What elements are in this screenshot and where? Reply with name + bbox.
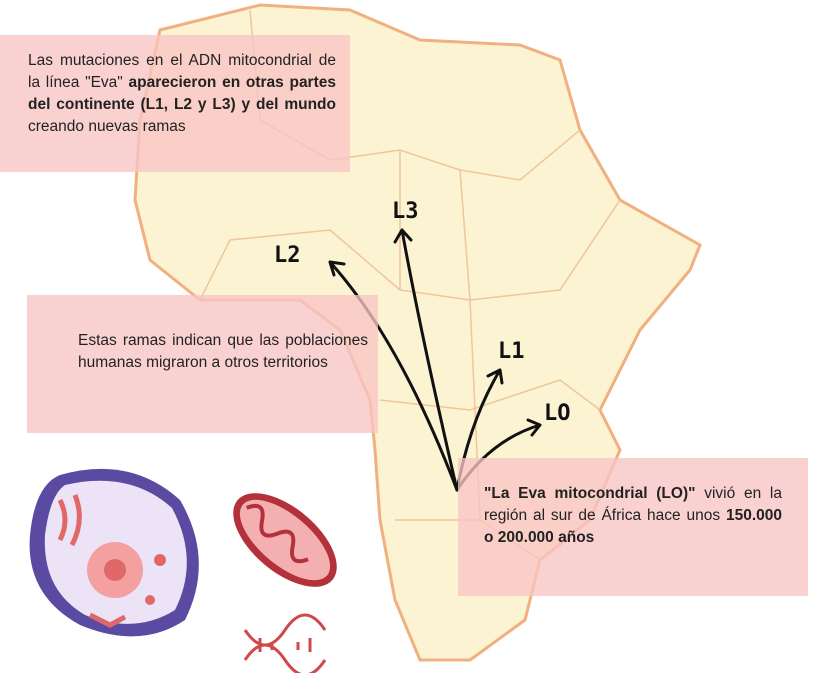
bold-text: 150.000 o 200.000 años (484, 507, 782, 546)
dna-icon (243, 613, 327, 673)
lineage-label: L2 (274, 243, 301, 268)
text-box (0, 35, 350, 172)
lineage-label: L3 (392, 199, 419, 224)
mitochondria-icon (233, 493, 337, 587)
bold-text: aparecieron en otras partes del continen… (28, 74, 336, 113)
text-box (458, 458, 808, 596)
text: Las mutaciones en el ADN mitocondrial de… (28, 52, 336, 91)
box-text: Las mutaciones en el ADN mitocondrial de… (28, 50, 336, 138)
lineage-label: L1 (498, 339, 525, 364)
box-text: "La Eva mitocondrial (LO)" vivió en la r… (484, 483, 782, 549)
text: Estas ramas indican que las poblaciones … (78, 332, 368, 371)
cell-icon (29, 468, 199, 637)
text-box (27, 295, 378, 433)
box-text: Estas ramas indican que las poblaciones … (78, 330, 368, 374)
text: vivió en la región al sur de África hace… (484, 485, 782, 524)
bold-text: "La Eva mitocondrial (LO)" (484, 485, 696, 502)
text: creando nuevas ramas (28, 118, 186, 135)
lineage-label: LO (544, 401, 571, 426)
